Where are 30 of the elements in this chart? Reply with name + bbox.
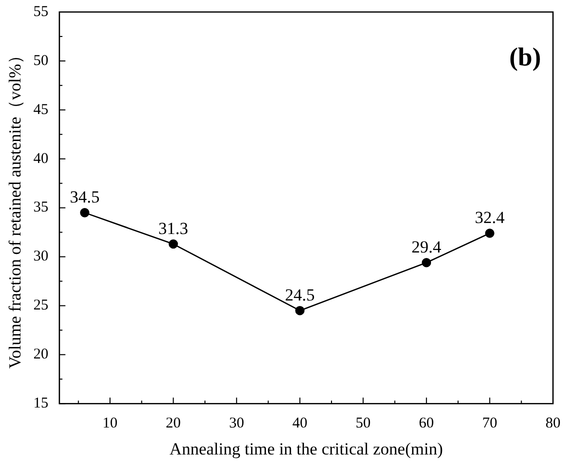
x-tick-label: 40 <box>292 416 308 432</box>
x-tick-label: 10 <box>102 416 118 432</box>
y-tick-label: 55 <box>33 4 48 20</box>
x-tick-label: 60 <box>418 416 434 432</box>
y-tick-label: 20 <box>33 346 48 363</box>
point <box>422 258 432 268</box>
data-label: 31.3 <box>158 218 188 238</box>
y-tick-label: 15 <box>33 396 48 412</box>
data-label: 32.4 <box>474 208 506 228</box>
x-tick-label: 20 <box>166 416 181 432</box>
y-tick-label: 25 <box>33 298 48 314</box>
y-tick-label: 30 <box>33 248 48 265</box>
x-tick-label: 50 <box>356 416 371 432</box>
y-tick-label: 40 <box>33 150 48 167</box>
point <box>80 208 90 218</box>
annotation: (b) <box>509 42 541 72</box>
data-label: 24.5 <box>284 286 315 305</box>
x-tick-label: 80 <box>546 416 560 432</box>
point <box>168 239 178 249</box>
y-tick-label: 50 <box>33 52 48 69</box>
x-tick-label: 70 <box>482 416 498 432</box>
y-tick-label: 35 <box>33 200 48 216</box>
x-tick-label: 30 <box>229 416 244 432</box>
point <box>485 228 494 238</box>
data-label: 34.5 <box>70 188 100 207</box>
y-tick-label: 45 <box>33 102 48 118</box>
point <box>295 306 305 316</box>
data-label: 29.4 <box>412 238 442 257</box>
x-axis-title: Annealing time in the critical zone(min) <box>170 439 443 458</box>
y-axis-title: Volume fraction of retained austenite（vol%） <box>6 46 25 369</box>
